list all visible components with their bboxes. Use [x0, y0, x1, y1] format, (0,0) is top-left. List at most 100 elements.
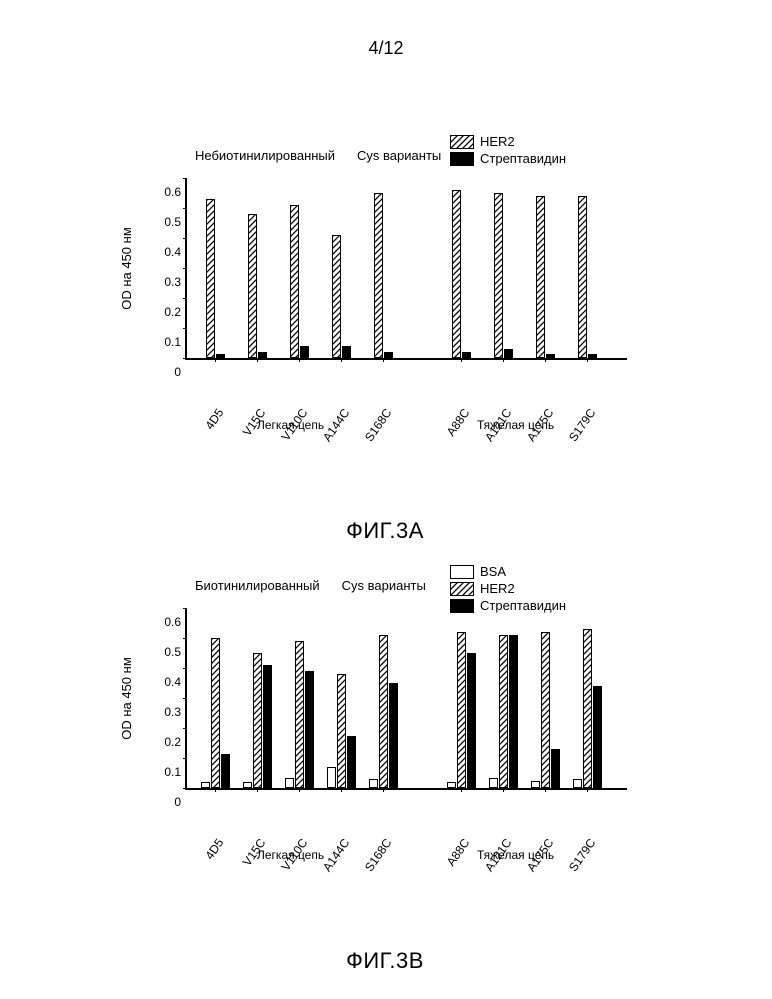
- bar: [509, 635, 518, 788]
- bar: [541, 632, 550, 788]
- bar: [384, 352, 393, 358]
- bar: [206, 199, 215, 358]
- bar: [305, 671, 314, 788]
- bar: [546, 354, 555, 359]
- bar: [201, 782, 210, 788]
- legend-item: BSA: [450, 564, 566, 579]
- y-axis-label: OD на 450 нм: [115, 608, 137, 788]
- bar: [536, 196, 545, 358]
- x-tick-mark: [215, 788, 216, 792]
- light-chain-label: Легкая цепь: [257, 418, 324, 432]
- legend-swatch: [450, 152, 474, 166]
- heavy-chain-label: Тяжелая цепь: [477, 848, 554, 862]
- y-tick-label: 0.6: [155, 615, 181, 629]
- x-tick-mark: [341, 358, 342, 362]
- bar-group: A88C: [443, 190, 479, 358]
- bar: [253, 653, 262, 788]
- x-tick-mark: [299, 788, 300, 792]
- bar-group: S168C: [365, 635, 401, 788]
- bar: [588, 354, 597, 359]
- legend-swatch: [450, 565, 474, 579]
- y-tick-label: 0.1: [155, 765, 181, 779]
- bar-group: A121C: [485, 193, 521, 358]
- y-tick-label: 0.2: [155, 305, 181, 319]
- x-tick-mark: [503, 358, 504, 362]
- bar: [263, 665, 272, 788]
- caption-3b: ФИГ.3В: [115, 948, 655, 974]
- legend-swatch: [450, 582, 474, 596]
- page: 4/12 НебиотинилированныйCys варианты HER…: [0, 0, 772, 999]
- x-tick-mark: [341, 788, 342, 792]
- x-tick-label: 4D5: [202, 406, 226, 432]
- chart-title: БиотинилированныйCys варианты: [195, 578, 426, 593]
- bar: [337, 674, 346, 788]
- bar: [221, 754, 230, 789]
- x-tick-label: 4D5: [202, 836, 226, 862]
- bar-group: A88C: [443, 632, 479, 788]
- y-tick-label: 0.5: [155, 215, 181, 229]
- title-right: Cys варианты: [342, 578, 426, 593]
- y-tick-label: 0.6: [155, 185, 181, 199]
- y-tick-label: 0.1: [155, 335, 181, 349]
- bar-group: 4D5: [197, 638, 233, 788]
- y-tick-label: 0.4: [155, 675, 181, 689]
- y-tick-label: 0.3: [155, 275, 181, 289]
- heavy-chain-label: Тяжелая цепь: [477, 418, 554, 432]
- x-tick-label: A88C: [444, 406, 473, 439]
- bar: [216, 354, 225, 359]
- legend-swatch: [450, 135, 474, 149]
- bar-group: V15C: [239, 214, 275, 358]
- x-tick-label: S179C: [566, 836, 599, 874]
- bar: [379, 635, 388, 788]
- x-tick-label: S168C: [362, 836, 395, 874]
- bar: [499, 635, 508, 788]
- bar: [285, 778, 294, 789]
- legend-label: HER2: [480, 134, 515, 149]
- x-tick-label: A144C: [320, 406, 353, 444]
- bar: [290, 205, 299, 358]
- bar: [374, 193, 383, 358]
- legend-label: Стрептавидин: [480, 151, 566, 166]
- bar: [462, 352, 471, 358]
- y-axis-label: OD на 450 нм: [115, 178, 137, 358]
- y-tick-label: 0.5: [155, 645, 181, 659]
- bar: [583, 629, 592, 788]
- bar-group: A175C: [527, 632, 563, 788]
- x-tick-mark: [587, 788, 588, 792]
- bar: [573, 779, 582, 788]
- light-chain-label: Легкая цепь: [257, 848, 324, 862]
- y-tick-label: 0.2: [155, 735, 181, 749]
- bar: [494, 193, 503, 358]
- bar: [243, 782, 252, 788]
- x-tick-label: S179C: [566, 406, 599, 444]
- chart-3a: НебиотинилированныйCys варианты HER2 Стре…: [115, 130, 655, 450]
- bar-group: S179C: [569, 196, 605, 358]
- x-tick-mark: [257, 358, 258, 362]
- bar: [295, 641, 304, 788]
- bar-group: A144C: [323, 235, 359, 358]
- bar-group: A175C: [527, 196, 563, 358]
- bar: [300, 346, 309, 358]
- y-tick-label: 0.3: [155, 705, 181, 719]
- bar-group: 4D5: [197, 199, 233, 358]
- bar: [369, 779, 378, 788]
- chart-title: НебиотинилированныйCys варианты: [195, 148, 441, 163]
- bar-group: V15C: [239, 653, 275, 788]
- bar: [248, 214, 257, 358]
- title-left: Небиотинилированный: [195, 148, 335, 163]
- x-tick-mark: [383, 358, 384, 362]
- legend: HER2 Стрептавидин: [450, 134, 566, 168]
- page-number: 4/12: [0, 38, 772, 59]
- bar: [342, 346, 351, 358]
- legend-item: Стрептавидин: [450, 151, 566, 166]
- legend-label: BSA: [480, 564, 506, 579]
- x-tick-label: S168C: [362, 406, 395, 444]
- bar: [578, 196, 587, 358]
- y-tick-label: 0: [155, 365, 181, 379]
- bar: [551, 749, 560, 788]
- bar-group: A144C: [323, 674, 359, 788]
- bar: [211, 638, 220, 788]
- plot-area: 4D5 V15C V110C A144C S168C A88C A121C: [185, 608, 627, 790]
- bar: [489, 778, 498, 789]
- x-tick-mark: [383, 788, 384, 792]
